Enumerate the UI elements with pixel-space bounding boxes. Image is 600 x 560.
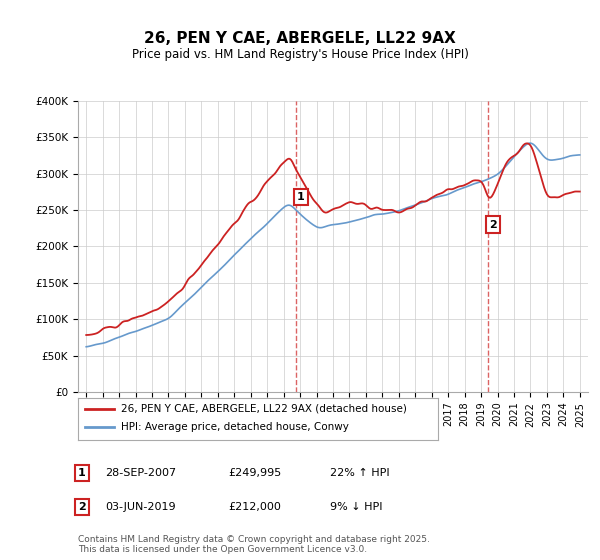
Text: 26, PEN Y CAE, ABERGELE, LL22 9AX: 26, PEN Y CAE, ABERGELE, LL22 9AX [144,31,456,46]
Text: £249,995: £249,995 [228,468,281,478]
Text: 26, PEN Y CAE, ABERGELE, LL22 9AX (detached house): 26, PEN Y CAE, ABERGELE, LL22 9AX (detac… [121,404,407,414]
Text: 2: 2 [78,502,86,512]
Text: 1: 1 [297,192,305,202]
Text: £212,000: £212,000 [228,502,281,512]
Text: 28-SEP-2007: 28-SEP-2007 [105,468,176,478]
Text: HPI: Average price, detached house, Conwy: HPI: Average price, detached house, Conw… [121,422,349,432]
Text: 1: 1 [78,468,86,478]
Text: Price paid vs. HM Land Registry's House Price Index (HPI): Price paid vs. HM Land Registry's House … [131,48,469,60]
Text: 2: 2 [489,220,497,230]
Text: Contains HM Land Registry data © Crown copyright and database right 2025.
This d: Contains HM Land Registry data © Crown c… [78,535,430,554]
Text: 03-JUN-2019: 03-JUN-2019 [105,502,176,512]
Text: 9% ↓ HPI: 9% ↓ HPI [330,502,383,512]
Text: 22% ↑ HPI: 22% ↑ HPI [330,468,389,478]
